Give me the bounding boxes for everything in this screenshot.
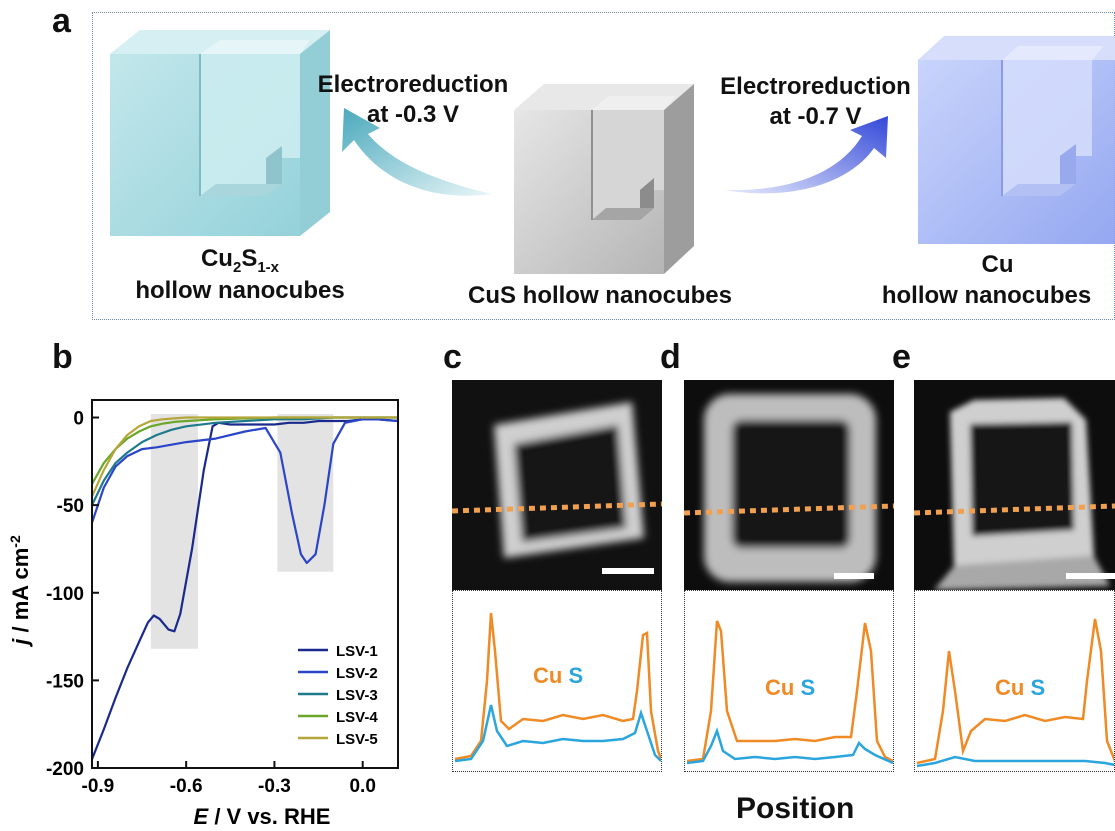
center-cube-illustration (514, 84, 694, 274)
shaded-range-2 (277, 414, 334, 572)
series-line-LSV-5 (90, 416, 398, 497)
panel-b-label: b (52, 338, 73, 376)
right-cube-illustration (918, 36, 1115, 244)
right-arrow-text-line2: at -0.7 V (769, 103, 862, 130)
legend-label-LSV-4: LSV-4 (336, 709, 378, 726)
y-tick-label: -200 (46, 759, 84, 780)
left-arrow-text-line2: at -0.3 V (366, 101, 460, 128)
panel-c-label: c (443, 338, 462, 376)
legend-label-LSV-2: LSV-2 (336, 665, 378, 682)
y-tick-label: -50 (57, 496, 84, 517)
profile-d: Cu S (684, 590, 894, 772)
y-tick-label: -100 (46, 584, 84, 605)
center-cube-caption: CuS hollow nanocubes (467, 282, 732, 309)
profile-e-cu-line (916, 618, 1114, 765)
right-cube-caption-line2: hollow nanocubes (881, 282, 1092, 309)
left-cube-formula: Cu2S1-x (200, 245, 280, 276)
x-axis-label: E / V vs. RHE (194, 804, 331, 829)
legend-label-LSV-1: LSV-1 (336, 643, 378, 660)
shaded-range-1 (150, 414, 198, 649)
position-axis-label: Position (736, 792, 855, 825)
right-curved-arrow (724, 116, 888, 194)
profile-c-s-line (454, 704, 661, 763)
profile-d-cu-line (686, 620, 893, 763)
plot-frame (91, 399, 399, 769)
panel-a-illustration (110, 30, 1115, 274)
panel-e-label: e (892, 338, 911, 376)
x-tick-label: -0.9 (82, 776, 115, 797)
profile-c-cu-line (454, 612, 661, 761)
profile-c-legend: Cu S (533, 663, 584, 688)
left-curved-arrow (342, 108, 492, 196)
panel-d-label: d (660, 338, 681, 376)
x-tick-label: 0.0 (349, 776, 375, 797)
lsv-chart: j / mA cm-2 E / V vs. RHE -0.9 -0.6 -0.3 0.… (7, 399, 399, 829)
left-cube-caption: hollow nanocubes (135, 277, 345, 304)
profile-e: Cu S (914, 590, 1115, 772)
x-tick-label: -0.3 (258, 776, 291, 797)
panel-a-label: a (52, 2, 71, 40)
profile-d-legend: Cu S (765, 675, 816, 700)
right-arrow-text-line1: Electroreduction (720, 73, 911, 100)
left-arrow-text-line1: Electroreduction (317, 71, 509, 98)
series-line-LSV-1 (90, 418, 399, 760)
left-cube-illustration (110, 30, 330, 236)
profile-e-legend: Cu S (995, 675, 1046, 700)
micrograph-e (914, 380, 1115, 590)
micrograph-c (452, 380, 662, 590)
profile-d-s-line (686, 727, 893, 765)
y-tick-label: -150 (46, 671, 84, 692)
profile-c: Cu S (452, 590, 662, 772)
legend-label-LSV-5: LSV-5 (336, 731, 378, 748)
series-line-LSV-2 (90, 418, 399, 565)
x-tick-label: -0.6 (170, 776, 203, 797)
y-axis-label: j / mA cm-2 (7, 535, 33, 648)
right-cube-caption-line1: Cu (981, 251, 1014, 278)
legend-label-LSV-3: LSV-3 (336, 687, 378, 704)
profile-e-s-line (916, 755, 1114, 768)
micrograph-d (684, 380, 894, 590)
y-tick-label: 0 (73, 409, 84, 430)
